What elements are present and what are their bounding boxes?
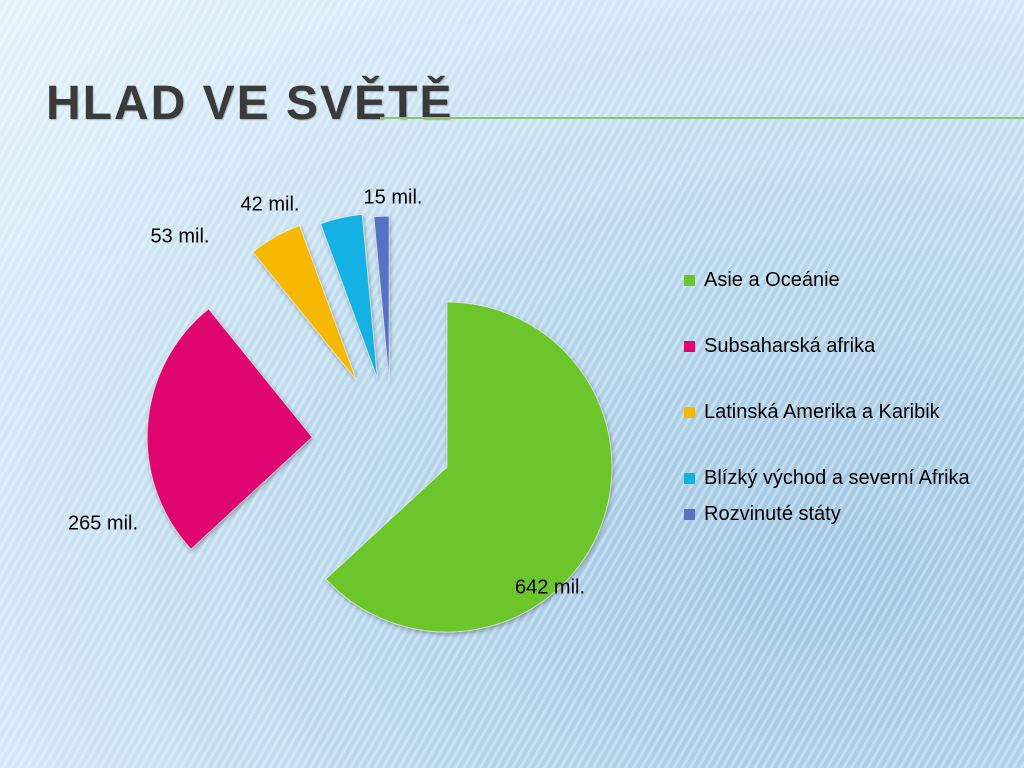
legend-swatch <box>684 473 695 484</box>
pie-slice <box>146 308 313 550</box>
pie-slice <box>373 215 390 382</box>
data-label: 42 mil. <box>241 193 300 215</box>
data-label: 15 mil. <box>364 186 423 208</box>
legend-label: Rozvinuté státy <box>704 503 841 525</box>
pie-slice <box>252 224 357 381</box>
legend-swatch <box>684 407 695 418</box>
legend-label: Blízký východ a severní Afrika <box>704 467 970 489</box>
legend-swatch <box>684 275 695 286</box>
data-label: 265 mil. <box>68 512 138 534</box>
pie-slice <box>325 301 613 633</box>
title-rule <box>380 117 1024 119</box>
legend-item: Subsaharská afrika <box>684 332 974 361</box>
data-label: 53 mil. <box>151 225 210 247</box>
legend-item: Asie a Oceánie <box>684 266 974 295</box>
legend-swatch <box>684 341 695 352</box>
legend-item: Blízký východ a severní Afrika <box>684 464 974 493</box>
pie-slice <box>319 213 378 379</box>
legend-label: Latinská Amerika a Karibik <box>704 401 940 423</box>
legend-item: Rozvinuté státy <box>684 500 974 529</box>
data-label: 642 mil. <box>515 576 585 598</box>
legend-label: Asie a Oceánie <box>704 269 840 291</box>
legend-swatch <box>684 509 695 520</box>
legend: Asie a Oceánie Subsaharská afrika Latinská… <box>684 266 974 529</box>
chart-title: HLAD VE SVĚTĚ <box>46 77 454 130</box>
legend-item: Latinská Amerika a Karibik <box>684 398 974 427</box>
legend-label: Subsaharská afrika <box>704 335 876 357</box>
